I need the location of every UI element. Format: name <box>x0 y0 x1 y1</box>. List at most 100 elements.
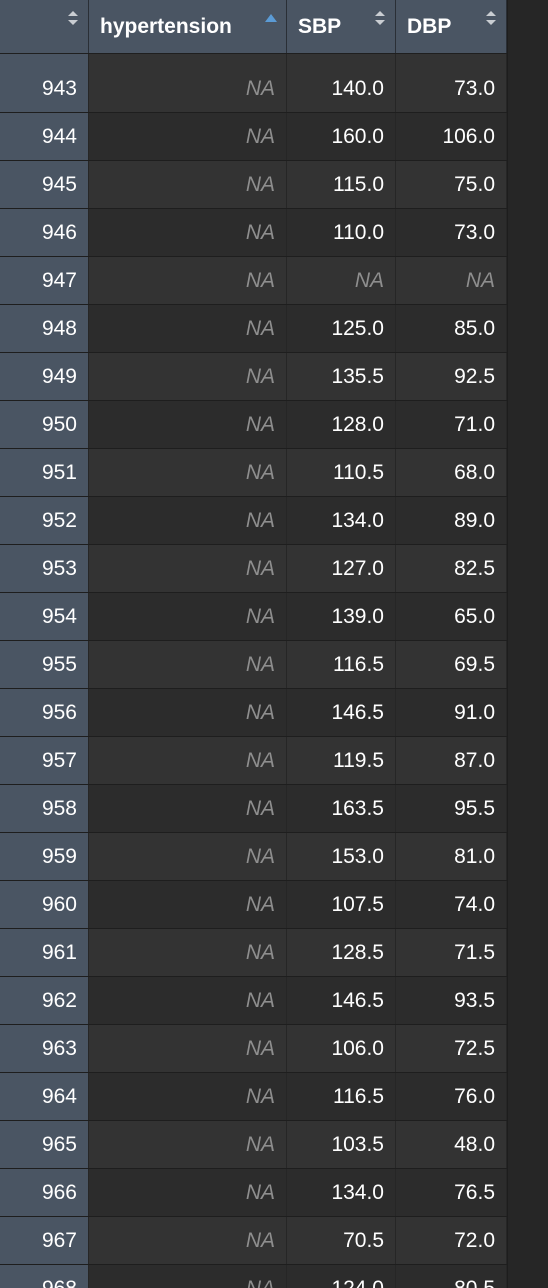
hypertension-cell[interactable]: NA <box>89 785 287 832</box>
column-header-dbp[interactable]: DBP <box>396 0 507 53</box>
sbp-cell[interactable]: 153.0 <box>287 833 396 880</box>
dbp-cell[interactable]: 81.0 <box>396 833 507 880</box>
hypertension-cell[interactable]: NA <box>89 593 287 640</box>
table-row[interactable]: 947 NA NA NA <box>0 257 507 305</box>
sbp-cell[interactable]: 128.0 <box>287 401 396 448</box>
table-row[interactable]: 946 NA 110.0 73.0 <box>0 209 507 257</box>
table-row[interactable]: 943 NA 140.0 73.0 <box>0 65 507 113</box>
dbp-cell[interactable]: 68.0 <box>396 449 507 496</box>
sbp-cell[interactable]: 106.0 <box>287 1025 396 1072</box>
row-number-cell[interactable]: 948 <box>0 305 89 352</box>
hypertension-cell[interactable]: NA <box>89 689 287 736</box>
sbp-cell[interactable]: 103.5 <box>287 1121 396 1168</box>
hypertension-cell[interactable]: NA <box>89 353 287 400</box>
dbp-cell[interactable]: 71.0 <box>396 401 507 448</box>
hypertension-cell[interactable]: NA <box>89 449 287 496</box>
dbp-cell[interactable]: 73.0 <box>396 209 507 256</box>
dbp-cell[interactable]: 89.0 <box>396 497 507 544</box>
hypertension-cell[interactable]: NA <box>89 881 287 928</box>
sort-ascending-icon[interactable] <box>265 14 277 22</box>
sbp-cell[interactable]: 128.5 <box>287 929 396 976</box>
table-row[interactable]: 944 NA 160.0 106.0 <box>0 113 507 161</box>
table-row[interactable]: 956 NA 146.5 91.0 <box>0 689 507 737</box>
sbp-cell[interactable]: 110.5 <box>287 449 396 496</box>
table-row[interactable]: 952 NA 134.0 89.0 <box>0 497 507 545</box>
dbp-cell[interactable]: 95.5 <box>396 785 507 832</box>
dbp-cell[interactable]: NA <box>396 257 507 304</box>
hypertension-cell[interactable]: NA <box>89 497 287 544</box>
hypertension-cell[interactable]: NA <box>89 1265 287 1288</box>
dbp-cell[interactable]: 80.5 <box>396 1265 507 1288</box>
dbp-cell[interactable]: 69.5 <box>396 641 507 688</box>
hypertension-cell[interactable]: NA <box>89 257 287 304</box>
table-row[interactable]: 945 NA 115.0 75.0 <box>0 161 507 209</box>
sbp-cell[interactable]: 146.5 <box>287 689 396 736</box>
hypertension-cell[interactable]: NA <box>89 1217 287 1264</box>
row-number-cell[interactable]: 965 <box>0 1121 89 1168</box>
sbp-cell[interactable]: 135.5 <box>287 353 396 400</box>
sort-arrows-icon[interactable] <box>486 11 496 25</box>
row-number-cell[interactable]: 957 <box>0 737 89 784</box>
row-number-cell[interactable]: 947 <box>0 257 89 304</box>
table-row[interactable]: 965 NA 103.5 48.0 <box>0 1121 507 1169</box>
column-header-sbp[interactable]: SBP <box>287 0 396 53</box>
row-number-cell[interactable]: 943 <box>0 65 89 112</box>
hypertension-cell[interactable]: NA <box>89 209 287 256</box>
hypertension-cell[interactable]: NA <box>89 1121 287 1168</box>
hypertension-cell[interactable]: NA <box>89 641 287 688</box>
dbp-cell[interactable]: 87.0 <box>396 737 507 784</box>
dbp-cell[interactable]: 71.5 <box>396 929 507 976</box>
table-row[interactable]: 960 NA 107.5 74.0 <box>0 881 507 929</box>
table-row[interactable]: 948 NA 125.0 85.0 <box>0 305 507 353</box>
row-number-cell[interactable]: 959 <box>0 833 89 880</box>
dbp-cell[interactable]: 93.5 <box>396 977 507 1024</box>
sbp-cell[interactable]: 127.0 <box>287 545 396 592</box>
row-number-cell[interactable]: 954 <box>0 593 89 640</box>
table-row[interactable]: 958 NA 163.5 95.5 <box>0 785 507 833</box>
table-row[interactable]: 962 NA 146.5 93.5 <box>0 977 507 1025</box>
sbp-cell[interactable]: 125.0 <box>287 305 396 352</box>
hypertension-cell[interactable]: NA <box>89 113 287 160</box>
sbp-cell[interactable]: 140.0 <box>287 65 396 112</box>
dbp-cell[interactable]: 76.5 <box>396 1169 507 1216</box>
hypertension-cell[interactable]: NA <box>89 1169 287 1216</box>
dbp-cell[interactable]: 85.0 <box>396 305 507 352</box>
row-number-cell[interactable]: 966 <box>0 1169 89 1216</box>
sort-arrows-icon[interactable] <box>375 11 385 25</box>
dbp-cell[interactable]: 73.0 <box>396 65 507 112</box>
row-number-cell[interactable]: 953 <box>0 545 89 592</box>
sbp-cell[interactable]: 160.0 <box>287 113 396 160</box>
sbp-cell[interactable]: 163.5 <box>287 785 396 832</box>
hypertension-cell[interactable]: NA <box>89 305 287 352</box>
scrollbar-track[interactable] <box>507 0 548 1288</box>
table-row[interactable]: 961 NA 128.5 71.5 <box>0 929 507 977</box>
row-number-cell[interactable]: 960 <box>0 881 89 928</box>
row-number-cell[interactable]: 946 <box>0 209 89 256</box>
dbp-cell[interactable]: 74.0 <box>396 881 507 928</box>
dbp-cell[interactable]: 72.5 <box>396 1025 507 1072</box>
table-row[interactable]: 951 NA 110.5 68.0 <box>0 449 507 497</box>
table-row[interactable]: 953 NA 127.0 82.5 <box>0 545 507 593</box>
hypertension-cell[interactable]: NA <box>89 737 287 784</box>
sbp-cell[interactable]: 115.0 <box>287 161 396 208</box>
hypertension-cell[interactable]: NA <box>89 1073 287 1120</box>
sbp-cell[interactable]: 107.5 <box>287 881 396 928</box>
dbp-cell[interactable]: 106.0 <box>396 113 507 160</box>
table-row[interactable]: 966 NA 134.0 76.5 <box>0 1169 507 1217</box>
dbp-cell[interactable]: 82.5 <box>396 545 507 592</box>
dbp-cell[interactable]: 65.0 <box>396 593 507 640</box>
row-number-cell[interactable]: 944 <box>0 113 89 160</box>
row-number-cell[interactable]: 962 <box>0 977 89 1024</box>
row-number-cell[interactable]: 949 <box>0 353 89 400</box>
table-row[interactable]: 954 NA 139.0 65.0 <box>0 593 507 641</box>
table-row[interactable]: 950 NA 128.0 71.0 <box>0 401 507 449</box>
row-number-cell[interactable]: 950 <box>0 401 89 448</box>
sbp-cell[interactable]: 124.0 <box>287 1265 396 1288</box>
row-number-cell[interactable]: 967 <box>0 1217 89 1264</box>
sbp-cell[interactable]: 134.0 <box>287 1169 396 1216</box>
sbp-cell[interactable]: 110.0 <box>287 209 396 256</box>
sbp-cell[interactable]: 70.5 <box>287 1217 396 1264</box>
row-number-cell[interactable]: 945 <box>0 161 89 208</box>
dbp-cell[interactable]: 76.0 <box>396 1073 507 1120</box>
sbp-cell[interactable]: 119.5 <box>287 737 396 784</box>
